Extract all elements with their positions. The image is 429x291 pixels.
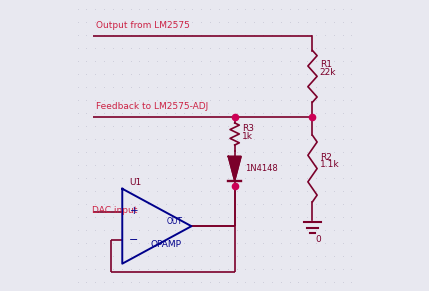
Text: Feedback to LM2575-ADJ: Feedback to LM2575-ADJ bbox=[97, 102, 208, 111]
Text: 0: 0 bbox=[315, 235, 321, 244]
Text: U1: U1 bbox=[130, 178, 142, 187]
Text: OPAMP: OPAMP bbox=[150, 240, 181, 249]
Text: Output from LM2575: Output from LM2575 bbox=[97, 21, 190, 30]
Text: 22k: 22k bbox=[320, 68, 336, 77]
Text: R1: R1 bbox=[320, 60, 332, 69]
Text: 1N4148: 1N4148 bbox=[245, 164, 278, 173]
Text: R2: R2 bbox=[320, 152, 332, 162]
Text: +: + bbox=[130, 205, 138, 216]
Text: OUT: OUT bbox=[166, 217, 182, 226]
Text: DAC input: DAC input bbox=[92, 206, 137, 215]
Text: 1.1k: 1.1k bbox=[320, 160, 339, 169]
Text: −: − bbox=[129, 235, 139, 245]
Text: 1k: 1k bbox=[242, 132, 253, 141]
Text: R3: R3 bbox=[242, 124, 254, 133]
Polygon shape bbox=[228, 157, 241, 181]
